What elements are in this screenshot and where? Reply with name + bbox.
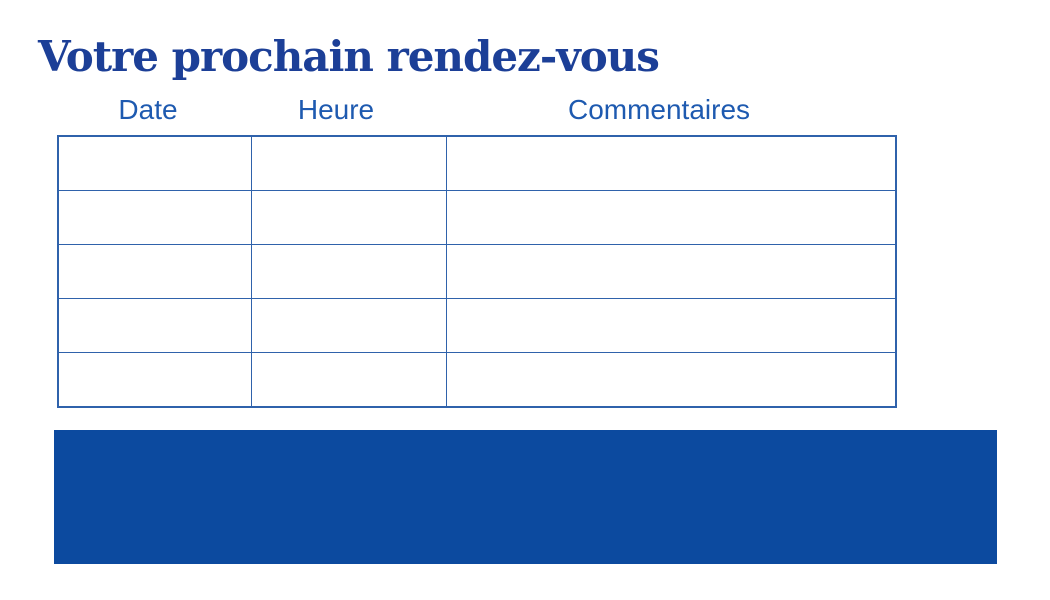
table-row: [57, 352, 897, 408]
blue-banner: [54, 430, 997, 564]
table-row: [57, 135, 897, 191]
table-row: [57, 190, 897, 245]
table-cell[interactable]: [250, 244, 447, 299]
appointments-table-body: [57, 135, 897, 408]
table-row: [57, 244, 897, 299]
table-cell[interactable]: [445, 244, 897, 299]
table-cell[interactable]: [57, 298, 252, 353]
table-cell[interactable]: [250, 190, 447, 245]
table-cell[interactable]: [250, 135, 447, 191]
table-cell[interactable]: [57, 244, 252, 299]
table-cell[interactable]: [445, 135, 897, 191]
table-cell[interactable]: [445, 298, 897, 353]
table-cell[interactable]: [57, 135, 252, 191]
table-cell[interactable]: [57, 190, 252, 245]
table-cell[interactable]: [445, 352, 897, 408]
table-cell[interactable]: [57, 352, 252, 408]
table-cell[interactable]: [445, 190, 897, 245]
column-header-date: Date: [118, 94, 178, 125]
page-title: Votre prochain rendez-vous: [38, 32, 660, 81]
table-cell[interactable]: [250, 298, 447, 353]
table-cell[interactable]: [250, 352, 447, 408]
column-header-heure: Heure: [297, 94, 375, 125]
column-header-commentaires: Commentaires: [567, 94, 751, 125]
table-row: [57, 298, 897, 353]
appointments-table: [57, 135, 897, 408]
